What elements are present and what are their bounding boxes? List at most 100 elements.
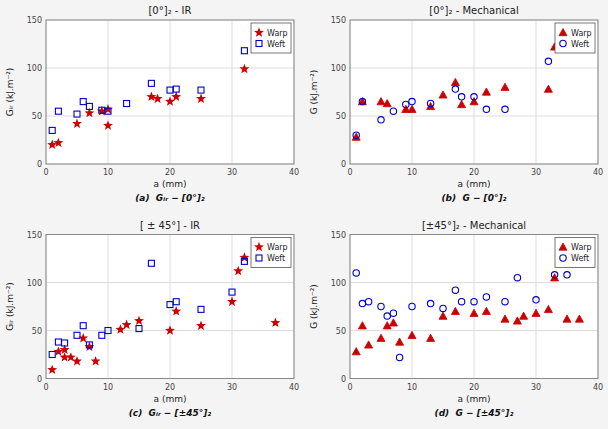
point	[427, 100, 433, 106]
point	[47, 365, 57, 374]
point	[545, 58, 551, 64]
point	[471, 94, 477, 100]
point	[167, 302, 173, 308]
legend-marker	[254, 27, 264, 36]
point	[196, 94, 206, 103]
point	[396, 354, 402, 360]
y-tick-label: 0	[341, 160, 346, 169]
point	[72, 356, 82, 365]
point	[439, 91, 447, 98]
point	[233, 266, 243, 275]
legend: WarpWeft	[251, 238, 291, 268]
legend-marker	[559, 243, 567, 250]
grid-line	[108, 20, 109, 164]
legend-frame	[555, 23, 595, 53]
point	[390, 108, 396, 114]
point	[408, 105, 416, 112]
caption: (a) Gᵢᵣ − [0°]₂	[135, 193, 205, 203]
point	[99, 107, 105, 113]
y-axis-label: G (kJ.m⁻²)	[309, 70, 319, 115]
title: [±45°]₂ - Mechanical	[422, 220, 526, 231]
point	[520, 312, 528, 319]
point	[86, 342, 92, 348]
point	[563, 315, 571, 322]
legend-label: Weft	[571, 40, 589, 49]
point	[55, 108, 61, 114]
point	[353, 132, 359, 138]
point	[229, 289, 235, 295]
legend: WarpWeft	[555, 238, 595, 268]
y-tick-label: 150	[27, 231, 42, 240]
point	[241, 258, 247, 264]
point	[62, 340, 68, 346]
point	[49, 352, 55, 358]
point	[105, 108, 111, 114]
legend-marker	[254, 242, 264, 251]
point	[352, 348, 360, 355]
figure: 010203040050100150[0°]₂ - IRa (mm)Gᵢᵣ (k…	[0, 0, 608, 429]
point	[544, 85, 552, 92]
point	[390, 310, 396, 316]
point	[103, 120, 113, 129]
grid-line	[170, 235, 171, 379]
point	[502, 299, 508, 305]
legend: WarpWeft	[251, 23, 291, 53]
point	[173, 299, 179, 305]
point	[501, 83, 509, 90]
point	[452, 86, 458, 92]
point	[55, 339, 61, 345]
point	[451, 78, 459, 85]
x-tick-label: 20	[469, 383, 479, 392]
x-tick-label: 40	[593, 383, 603, 392]
grid-line	[474, 235, 475, 379]
x-tick-label: 10	[103, 383, 113, 392]
point	[239, 64, 249, 73]
point	[408, 331, 416, 338]
point	[409, 303, 415, 309]
grid-line	[46, 68, 294, 69]
legend-label: Warp	[571, 243, 592, 252]
point	[396, 338, 404, 345]
x-tick-label: 40	[289, 168, 299, 177]
x-tick-label: 40	[289, 383, 299, 392]
x-tick-label: 0	[347, 383, 352, 392]
point	[359, 300, 365, 306]
point	[124, 101, 130, 107]
plot-area	[350, 20, 598, 164]
y-tick-label: 100	[331, 64, 346, 73]
point	[378, 117, 384, 123]
caption: (d) G − [±45°]₂	[435, 408, 514, 418]
point	[377, 334, 385, 341]
panel: 010203040050100150[±45°]₂ - Mechanicala …	[309, 220, 603, 418]
x-tick-label: 10	[407, 168, 417, 177]
grid-line	[412, 235, 413, 379]
point	[173, 86, 179, 92]
point	[196, 321, 206, 330]
grid-line	[350, 330, 598, 331]
plot-frame	[46, 235, 294, 379]
point	[198, 87, 204, 93]
grid-line	[232, 20, 233, 164]
point	[544, 305, 552, 312]
legend-label: Warp	[267, 243, 288, 252]
data-layer	[47, 252, 280, 374]
point	[84, 342, 94, 351]
x-tick-label: 20	[165, 168, 175, 177]
point	[148, 80, 154, 86]
point	[241, 48, 247, 54]
legend-frame	[251, 23, 291, 53]
plot-frame	[350, 20, 598, 164]
point	[458, 100, 466, 107]
point	[403, 101, 409, 107]
y-tick-label: 100	[27, 64, 42, 73]
point	[482, 88, 490, 95]
point	[439, 312, 447, 319]
plot-frame	[350, 235, 598, 379]
point	[409, 98, 415, 104]
point	[115, 324, 125, 333]
y-tick-label: 0	[37, 160, 42, 169]
plot-area	[46, 20, 294, 164]
point	[458, 299, 464, 305]
point	[575, 315, 583, 322]
point	[384, 313, 390, 319]
